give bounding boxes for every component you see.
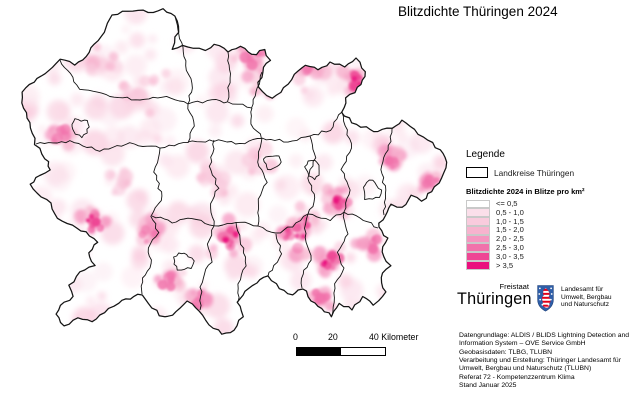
legend-class-label: 2,0 - 2,5 — [496, 234, 524, 244]
legend-class-row: 1,0 - 1,5 — [466, 216, 628, 227]
scalebar-filled-segment — [297, 348, 341, 355]
page-title: Blitzdichte Thüringen 2024 — [398, 4, 558, 19]
legend-class-label: 2,5 - 3,0 — [496, 242, 524, 252]
logo-agency-text: Landesamt für Umwelt, Bergbau und Natursch… — [561, 286, 612, 309]
credits-line: Verarbeitung und Erstellung: Thüringer L… — [459, 357, 621, 365]
credits-line: Datengrundlage: ALDIS / BLIDS Lightning … — [459, 332, 630, 339]
credits-line: Stand Januar 2025 — [459, 382, 517, 390]
legend-class-row: 3,0 - 3,5 — [466, 251, 628, 262]
legend-boundary-label: Landkreise Thüringen — [494, 167, 575, 178]
legend-scale-heading: Blitzdichte 2024 in Blitze pro km² — [466, 187, 585, 196]
legend-class-row: 1,5 - 2,0 — [466, 226, 628, 235]
logo-freistaat-text: Freistaat — [499, 282, 529, 291]
legend-class-label: 1,0 - 1,5 — [496, 216, 524, 226]
credits-line: Information System – OVE Service GmbH — [459, 340, 586, 348]
logo-thueringen-text: Thüringen — [457, 290, 532, 308]
legend-class-row: > 3,5 — [466, 260, 628, 271]
credits-block: Datengrundlage: ALDIS / BLIDS Lightning … — [459, 332, 632, 390]
legend-class-row: 0,5 - 1,0 — [466, 207, 628, 218]
state-outline — [21, 8, 448, 335]
legend-class-swatch — [466, 217, 490, 226]
legend-class-label: <= 0,5 — [496, 199, 518, 208]
legend-class-swatch — [466, 225, 490, 235]
scalebar-tick-40: 40 Kilometer — [369, 332, 419, 342]
legend-class-swatch — [466, 199, 490, 209]
thuringia-map-canvas — [21, 8, 448, 335]
scalebar-tick-0: 0 — [293, 332, 298, 342]
legend-class-label: > 3,5 — [496, 260, 514, 270]
legend-class-swatch — [466, 208, 490, 218]
legend-class-label: 3,0 - 3,5 — [496, 251, 524, 261]
legend-heading: Legende — [466, 149, 505, 160]
agency-logo: Freistaat Thüringen Landesamt für Umwelt,… — [457, 283, 612, 312]
logo-agency-line: und Naturschutz — [561, 301, 610, 309]
lightning-density-layer — [21, 8, 447, 335]
district-boundary-symbol — [466, 167, 488, 178]
legend-class-list: <= 0,5 0,5 - 1,0 1,0 - 1,5 1,5 - 2,0 2,0 - 2… — [466, 199, 628, 271]
scalebar — [296, 347, 386, 356]
legend-panel: Legende Landkreise Thüringen Blitzdichte… — [466, 149, 628, 270]
credits-line: Geobasisdaten: TLBG, TLUBN — [459, 348, 553, 356]
credits-line: Referat 72 - Kompetenzzentrum Klima — [459, 373, 575, 381]
legend-class-label: 0,5 - 1,0 — [496, 207, 524, 217]
logo-agency-line: Umwelt, Bergbau — [561, 293, 612, 301]
legend-class-swatch — [466, 252, 490, 262]
legend-class-label: 1,5 - 2,0 — [496, 225, 524, 235]
legend-class-swatch — [466, 234, 490, 244]
scalebar-tick-20: 20 — [328, 332, 338, 342]
legend-class-row: 2,0 - 2,5 — [466, 234, 628, 244]
logo-wordmark: Freistaat Thüringen — [457, 282, 532, 308]
legend-class-row: 2,5 - 3,0 — [466, 242, 628, 253]
logo-agency-line: Landesamt für — [561, 286, 604, 293]
legend-class-swatch — [466, 261, 490, 270]
legend-class-row: <= 0,5 — [466, 199, 628, 209]
legend-class-swatch — [466, 243, 490, 253]
legend-boundary-row: Landkreise Thüringen — [466, 167, 628, 178]
thuringia-coat-of-arms-icon — [537, 285, 554, 312]
credits-line: Umwelt, Bergbau und Naturschutz (TLUBN) — [459, 365, 592, 373]
